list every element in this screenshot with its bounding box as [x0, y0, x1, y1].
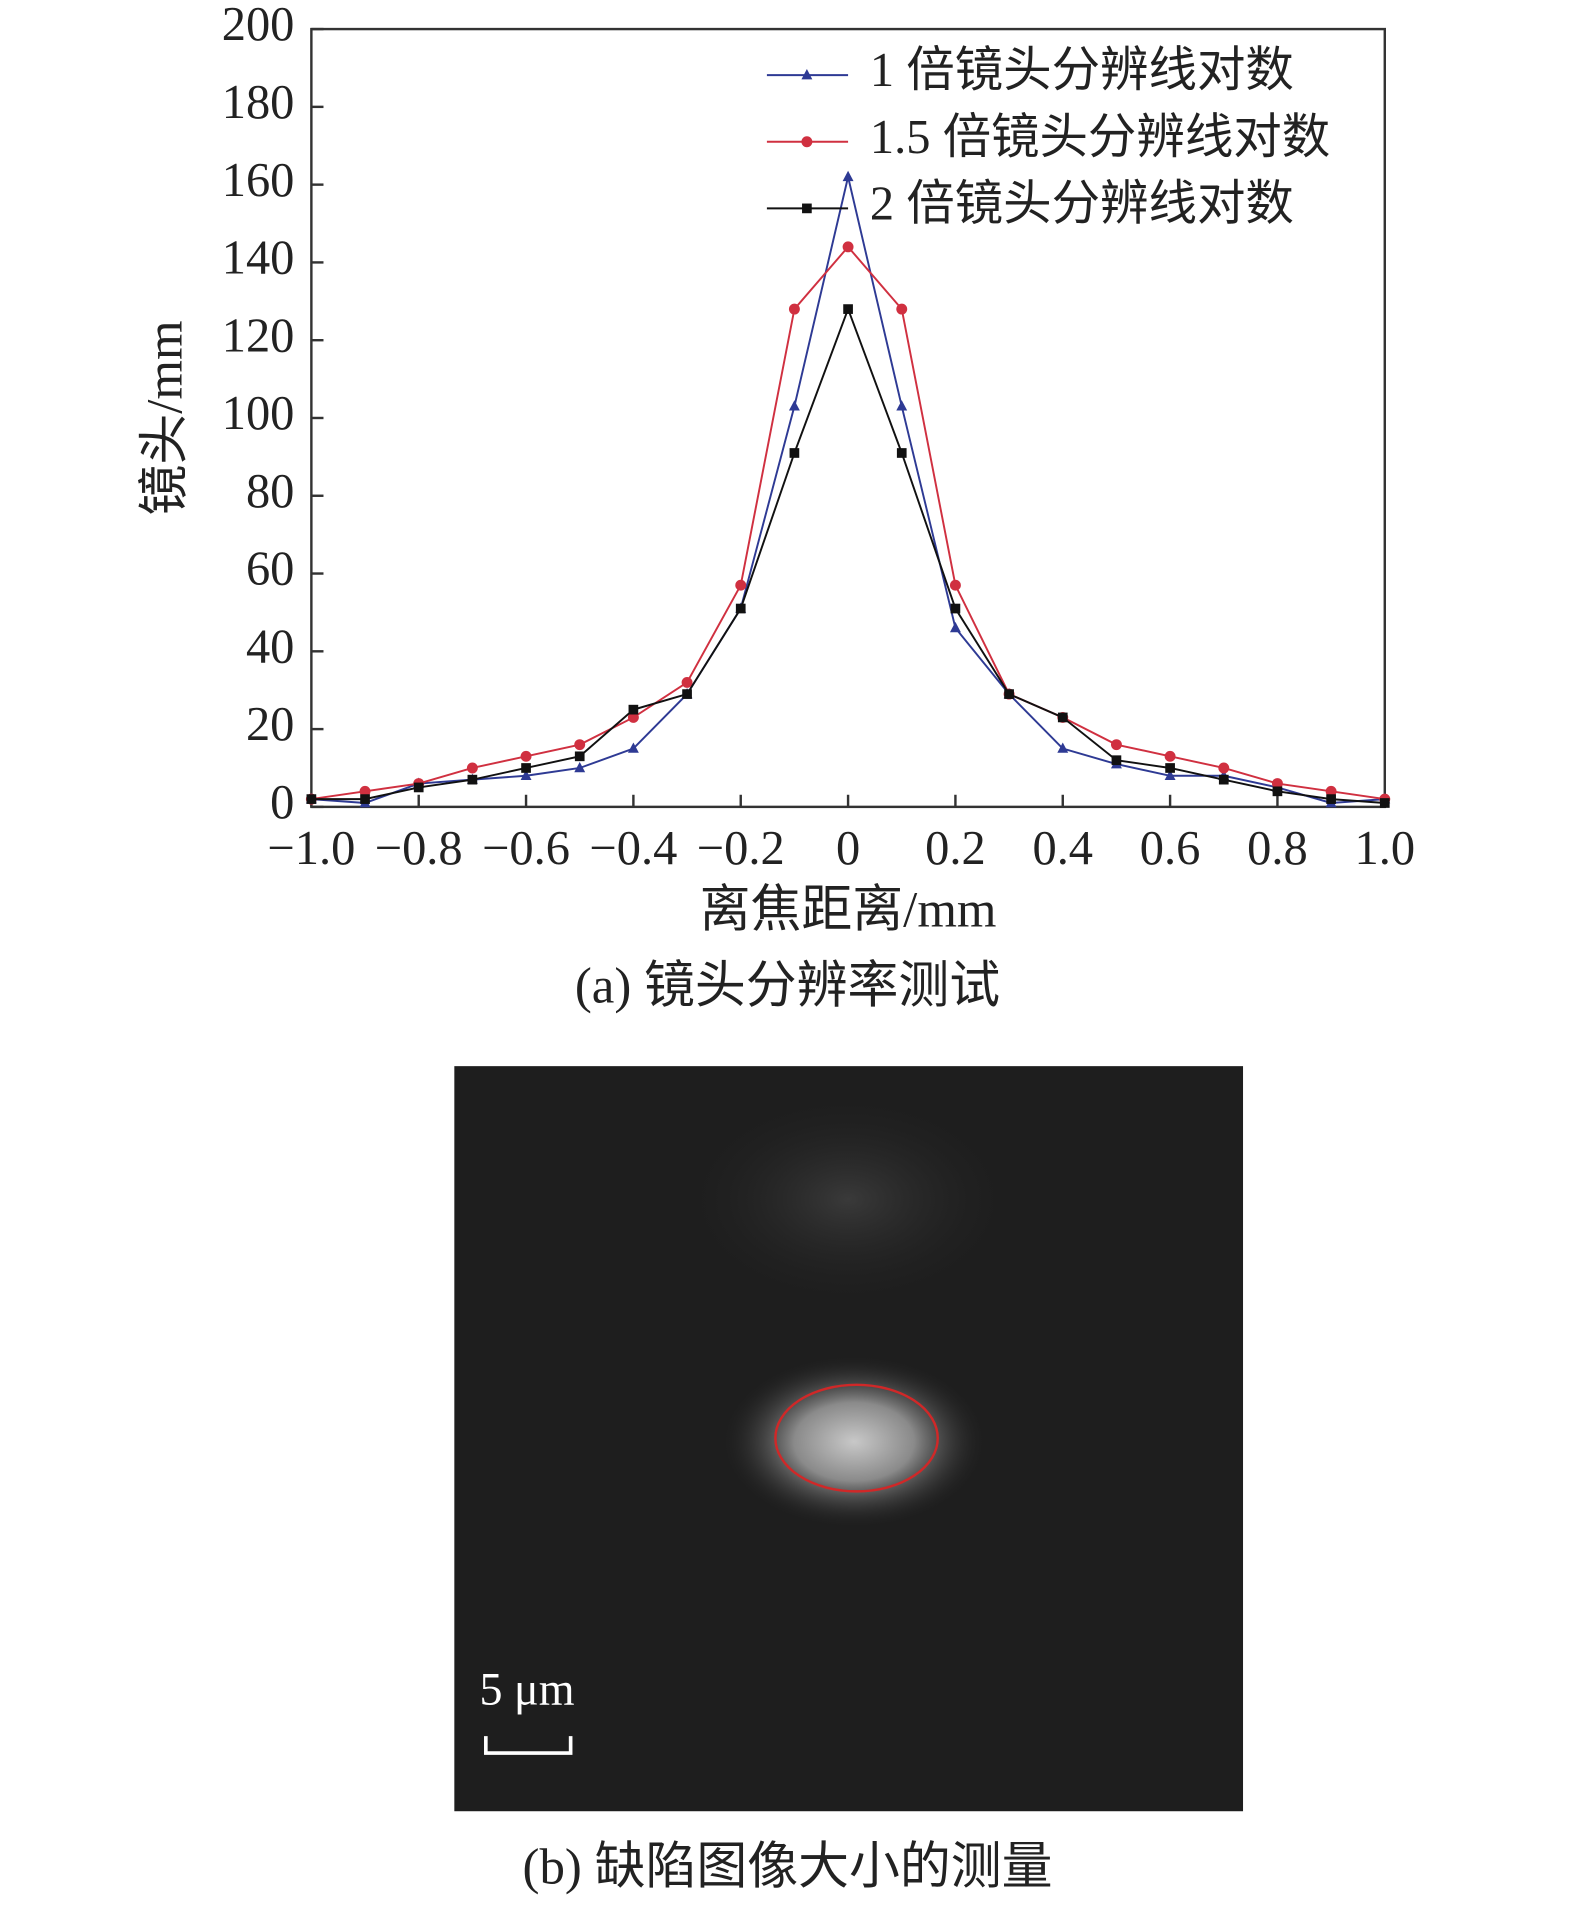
- marker: [360, 794, 370, 804]
- marker: [1218, 762, 1230, 774]
- marker: [627, 711, 639, 723]
- marker: [574, 739, 586, 751]
- marker: [1057, 712, 1068, 723]
- legend: 1 倍镜头分辨线对数 1.5 倍镜头分辨线对数 2 倍镜头分辨线对数: [766, 44, 1330, 231]
- y-tick-label: 20: [246, 698, 294, 751]
- x-tick-label: 0.4: [1032, 822, 1093, 875]
- marker: [1057, 742, 1069, 753]
- measure-ellipse: [774, 1383, 939, 1493]
- x-tick-label: −0.8: [375, 822, 463, 875]
- marker: [802, 203, 812, 214]
- y-tick-label: 200: [222, 0, 295, 51]
- marker: [801, 69, 813, 80]
- marker: [521, 763, 531, 773]
- marker: [842, 170, 854, 182]
- marker: [1326, 794, 1336, 804]
- marker: [843, 304, 853, 314]
- haze: [678, 1090, 1018, 1309]
- marker: [896, 303, 908, 315]
- marker: [682, 689, 692, 699]
- y-tick-label: 100: [222, 387, 295, 440]
- marker: [1379, 798, 1390, 808]
- marker: [1164, 750, 1176, 762]
- marker: [413, 782, 424, 793]
- scale-label: 5 μm: [480, 1663, 575, 1714]
- y-axis-label: 镜头/mm: [137, 320, 193, 515]
- caption: (b) 缺陷图像大小的测量: [523, 1839, 1053, 1895]
- y-tick-label: 60: [246, 543, 294, 596]
- marker: [359, 785, 371, 797]
- marker: [735, 579, 747, 591]
- marker: [1110, 739, 1122, 751]
- marker: [628, 704, 639, 715]
- series-line: [311, 306, 1385, 804]
- defect-spot: [720, 1354, 988, 1529]
- marker: [1272, 786, 1283, 797]
- x-tick-label: 1.0: [1354, 822, 1415, 875]
- marker: [681, 676, 693, 688]
- marker: [627, 742, 639, 753]
- marker: [1004, 689, 1014, 699]
- marker: [788, 303, 800, 315]
- marker: [801, 136, 813, 148]
- marker: [520, 750, 532, 762]
- x-tick-label: 0.6: [1140, 822, 1201, 875]
- series-line: [311, 176, 1385, 804]
- legend-label: 1 倍镜头分辨线对数: [870, 44, 1294, 97]
- x-tick-label: −0.2: [697, 822, 785, 875]
- marker: [574, 751, 585, 762]
- marker: [1218, 774, 1229, 785]
- x-tick-label: −0.6: [482, 822, 570, 875]
- x-tick-label: 0.8: [1247, 822, 1308, 875]
- y-tick-label: 0: [270, 776, 294, 829]
- marker: [896, 448, 907, 458]
- scale-bar: [484, 1736, 573, 1755]
- y-tick-label: 140: [222, 232, 295, 285]
- x-axis-label: 离焦距离/mm: [700, 882, 997, 938]
- marker: [1165, 763, 1175, 773]
- marker: [466, 762, 478, 774]
- y-tick-label: 80: [246, 465, 294, 518]
- series-line: [311, 245, 1385, 801]
- caption: (a) 镜头分辨率测试: [575, 959, 1000, 1015]
- legend-label: 1.5 倍镜头分辨线对数: [870, 111, 1330, 164]
- x-tick-label: −0.4: [589, 822, 677, 875]
- marker: [1111, 755, 1122, 766]
- x-tick-label: 0.2: [925, 822, 986, 875]
- marker: [788, 400, 800, 411]
- marker: [1271, 778, 1283, 789]
- marker: [520, 769, 532, 781]
- y-tick-label: 180: [222, 76, 295, 129]
- marker: [467, 774, 478, 785]
- marker: [896, 400, 908, 411]
- y-tick-label: 160: [222, 154, 295, 207]
- marker: [306, 794, 317, 804]
- marker: [1325, 785, 1337, 797]
- marker: [735, 603, 746, 614]
- y-tick-label: 120: [222, 309, 295, 362]
- marker: [949, 579, 961, 591]
- marker: [950, 603, 961, 614]
- marker: [842, 241, 854, 253]
- marker: [1164, 769, 1176, 781]
- marker: [574, 761, 586, 773]
- x-tick-label: 0: [836, 822, 860, 875]
- image-panel: 5 μm: [454, 1066, 1244, 1812]
- x-tick-label: −1.0: [267, 822, 355, 875]
- marker: [789, 448, 800, 458]
- y-tick-label: 40: [246, 620, 294, 673]
- marker: [949, 621, 961, 633]
- legend-label: 2 倍镜头分辨线对数: [870, 178, 1294, 231]
